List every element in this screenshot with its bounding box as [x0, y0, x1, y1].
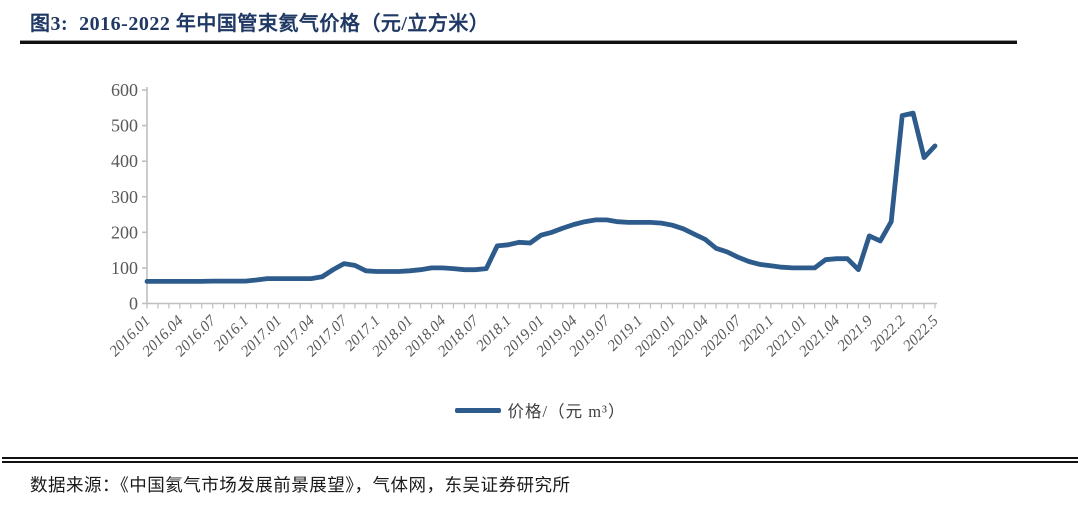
data-source: 数据来源：《中国氦气市场发展前景展望》，气体网，东吴证券研究所: [30, 475, 571, 495]
y-tick-label: 600: [111, 80, 138, 100]
chart-canvas: 01002003004005006002016.012016.042016.07…: [106, 80, 942, 360]
x-tick-label: 2022.5: [900, 312, 942, 354]
legend-line-swatch: [454, 407, 501, 413]
y-tick-label: 200: [111, 222, 138, 242]
price-line-chart: 0 100 200 300 400 500 600 2016.01 2016.04 2016.07…: [106, 80, 942, 360]
source-divider: [2, 457, 1078, 463]
chart-legend: 价格/（元 m³）: [0, 398, 1080, 422]
price-line: [144, 110, 938, 284]
y-tick-label: 400: [111, 151, 138, 171]
y-tick-label: 300: [111, 187, 138, 207]
y-tick-label: 0: [129, 294, 138, 314]
legend-label: 价格/（元 m³）: [507, 402, 626, 421]
title-divider: [20, 40, 1017, 44]
figure-title: 图3: 2016-2022 年中国管束氦气价格（元/立方米）: [30, 13, 490, 35]
x-tick-label: 2022.2: [867, 312, 909, 354]
x-tick-label: 2021.9: [834, 312, 876, 354]
y-tick-label: 100: [111, 258, 138, 278]
y-tick-label: 500: [111, 116, 138, 136]
